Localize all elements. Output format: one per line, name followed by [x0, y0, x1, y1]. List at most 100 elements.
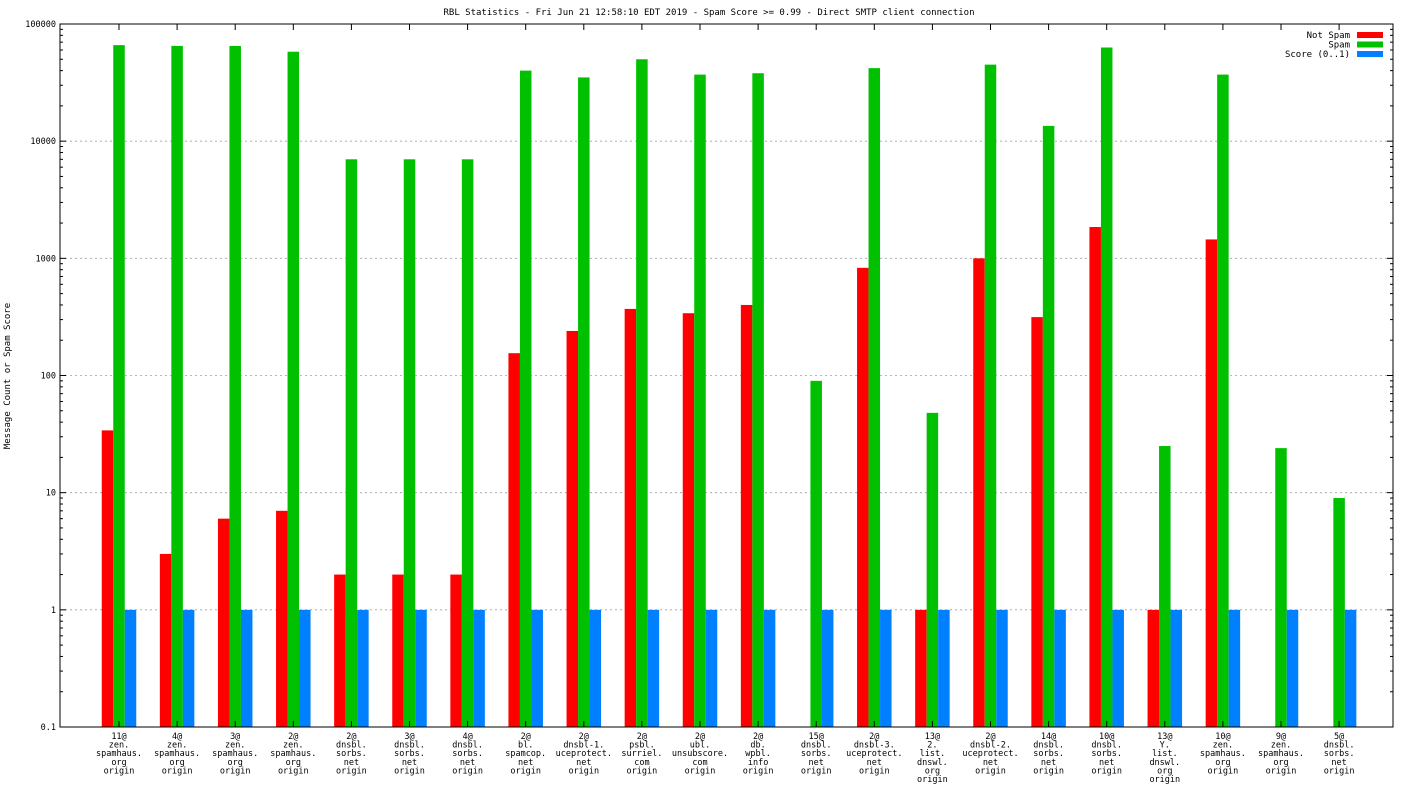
x-category-label: org	[1215, 758, 1230, 768]
x-category-label: 14@	[1041, 732, 1056, 742]
x-category-label: 3@	[404, 732, 414, 742]
y-axis-ticks: 0.1 1 10 100 1000 10000 100000	[25, 20, 1393, 733]
x-category-label: org	[228, 758, 243, 768]
gridlines	[60, 140, 1393, 611]
bar-score-0-1	[1228, 609, 1241, 727]
x-category-label: 3@	[230, 732, 240, 742]
bar-score-0-1	[880, 609, 892, 727]
bar-score-0-1	[182, 609, 195, 727]
x-category-label: sorbs.	[1091, 749, 1122, 759]
x-category-label: origin	[685, 766, 716, 776]
bar-not-spam	[508, 353, 520, 727]
x-category-label: origin	[859, 766, 890, 776]
bar-not-spam	[1205, 239, 1218, 727]
x-category-label: ubl.	[690, 741, 710, 751]
y-tick-label: 1000	[36, 254, 56, 264]
bar-spam	[1333, 498, 1345, 727]
x-category-label: net	[1331, 758, 1346, 768]
x-category-label: 10@	[1099, 732, 1114, 742]
x-category-label: origin	[162, 766, 193, 776]
bars	[101, 45, 1357, 728]
bar-spam	[345, 159, 358, 727]
x-category-label: net	[1041, 758, 1056, 768]
x-category-label: unsubscore.	[672, 749, 728, 759]
x-category-label: origin	[394, 766, 425, 776]
x-category-label: dnsbl.	[394, 741, 425, 751]
x-category-label: org	[111, 758, 126, 768]
x-category-label: spamhaus.	[96, 749, 142, 759]
x-category-label: Y.	[1160, 741, 1170, 751]
legend-label: Not Spam	[1307, 31, 1350, 41]
x-category-label: origin	[1149, 775, 1180, 785]
x-category-label: zen.	[109, 741, 129, 751]
chart-title: RBL Statistics - Fri Jun 21 12:58:10 EDT…	[443, 8, 974, 18]
bar-score-0-1	[357, 609, 369, 727]
bar-spam	[1217, 74, 1229, 728]
bar-score-0-1	[938, 609, 950, 727]
y-tick-label: 100000	[25, 20, 56, 30]
x-category-label: 2@	[521, 732, 531, 742]
x-category-label: bl.	[518, 741, 533, 751]
x-category-label: sorbs.	[1324, 749, 1355, 759]
x-category-label: dnsbl-3.	[854, 741, 895, 751]
x-category-label: sorbs.	[801, 749, 832, 759]
x-category-label: surriel.	[621, 749, 662, 759]
x-category-label: zen.	[225, 741, 245, 751]
x-category-label: dnsbl.	[1091, 741, 1122, 751]
legend-swatch	[1357, 32, 1383, 38]
x-category-label: origin	[1208, 766, 1239, 776]
bar-not-spam	[1147, 609, 1160, 727]
x-category-label: dnsbl-1.	[563, 741, 604, 751]
x-category-label: uceprotect.	[846, 749, 902, 759]
bar-not-spam	[1089, 227, 1101, 727]
bar-not-spam	[973, 258, 985, 727]
x-category-label: origin	[220, 766, 251, 776]
bar-score-0-1	[647, 609, 660, 727]
bar-spam	[694, 74, 706, 728]
bar-score-0-1	[299, 609, 311, 727]
bar-spam	[926, 412, 939, 727]
x-category-label: net	[402, 758, 417, 768]
x-category-label: 2.	[927, 741, 937, 751]
x-category-label: psbl.	[629, 741, 655, 751]
x-category-label: zen.	[1213, 741, 1233, 751]
bar-score-0-1	[1112, 609, 1124, 727]
bar-not-spam	[740, 304, 753, 727]
x-category-label: info	[748, 758, 768, 768]
x-category-label: origin	[452, 766, 483, 776]
bar-score-0-1	[1170, 609, 1183, 727]
y-tick-label: 10000	[30, 137, 56, 147]
x-category-label: sorbs.	[336, 749, 367, 759]
y-tick-label: 1	[51, 606, 56, 616]
x-category-label: wpbl.	[745, 749, 771, 759]
y-tick-label: 10	[46, 489, 56, 499]
legend-swatch	[1357, 41, 1383, 48]
x-category-label: sorbs.	[452, 749, 483, 759]
bar-not-spam	[101, 430, 114, 727]
x-category-label: org	[925, 766, 940, 776]
x-category-label: 5@	[1334, 732, 1344, 742]
bar-not-spam	[334, 574, 346, 727]
x-category-label: db.	[750, 741, 765, 751]
x-category-label: origin	[1266, 766, 1297, 776]
bar-not-spam	[392, 574, 404, 727]
x-category-label: org	[169, 758, 184, 768]
x-category-label: 2@	[695, 732, 705, 742]
bar-score-0-1	[473, 609, 485, 727]
x-category-label: spamhaus.	[1200, 749, 1246, 759]
bar-not-spam	[682, 313, 695, 727]
bar-score-0-1	[821, 609, 834, 727]
x-category-label: org	[286, 758, 301, 768]
x-category-label: dnsbl.	[452, 741, 483, 751]
x-category-label: 2@	[346, 732, 356, 742]
bar-not-spam	[624, 308, 637, 727]
x-category-label: 10@	[1215, 732, 1230, 742]
x-category-label: spamhaus.	[270, 749, 316, 759]
bar-spam	[113, 45, 125, 728]
x-category-label: net	[576, 758, 591, 768]
bar-score-0-1	[124, 609, 137, 727]
bar-not-spam	[159, 553, 172, 727]
x-category-label: net	[518, 758, 533, 768]
x-category-label: origin	[510, 766, 541, 776]
